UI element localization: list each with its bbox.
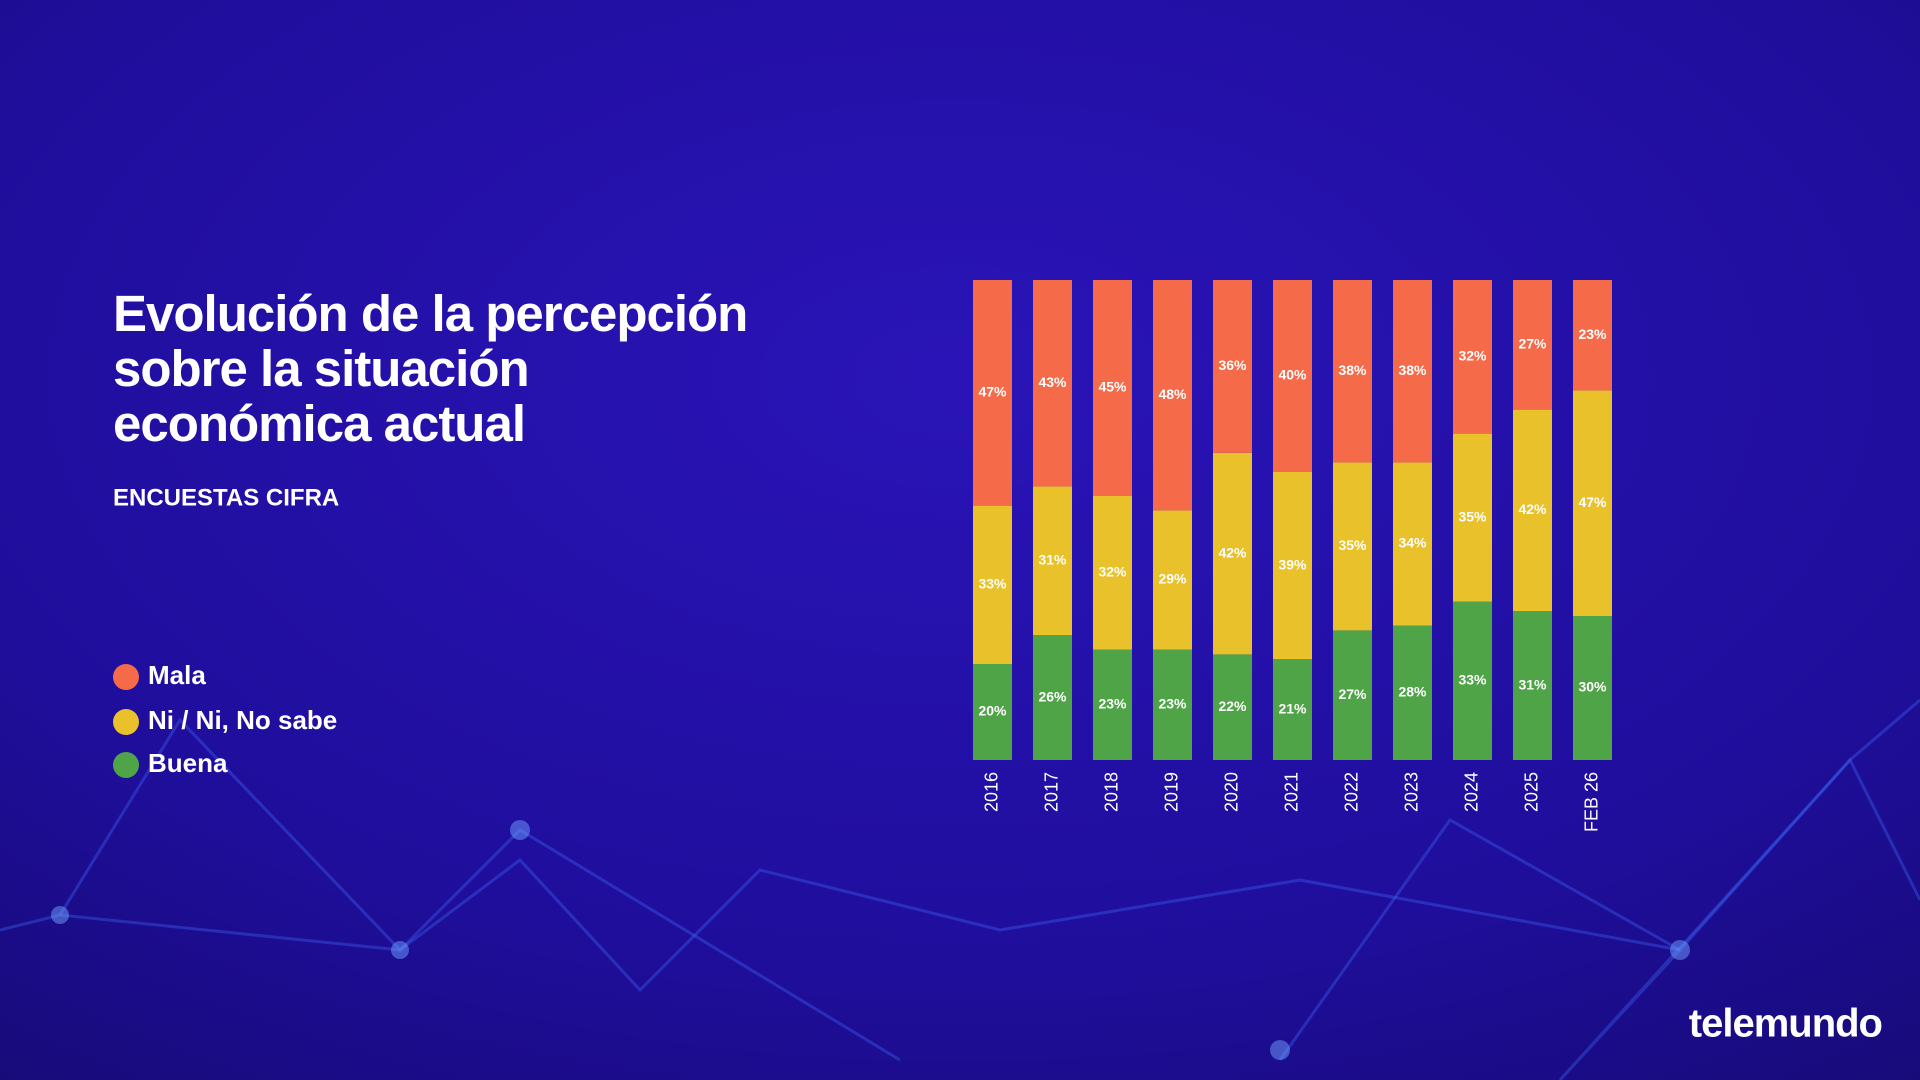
x-tick-label: 2025 [1521,772,1541,812]
legend-label: Ni / Ni, No sabe [148,705,337,735]
bar-segment [1093,649,1132,760]
value-label: 40% [1278,367,1307,383]
value-label: 31% [1038,552,1067,568]
network-nodes [51,820,1690,1060]
bar-segment [1093,496,1132,650]
legend-label: Buena [148,748,228,778]
x-tick-label: 2020 [1221,772,1241,812]
x-tick-label: 2016 [981,772,1001,812]
brand-logo: telemundo [1689,1002,1882,1046]
bar-segment [1273,659,1312,760]
value-label: 32% [1098,564,1127,580]
bar-segment [1513,409,1552,612]
value-label: 38% [1338,362,1367,378]
x-tick-label: 2021 [1281,772,1301,812]
x-tick-label: 2024 [1461,772,1481,812]
chart-subtitle: ENCUESTAS CIFRA [113,484,339,511]
bar-segment [1273,280,1312,472]
value-label: 42% [1518,501,1547,517]
value-label: 26% [1038,688,1067,704]
value-label: 31% [1518,676,1547,692]
bar-segment [1573,390,1612,616]
legend-swatch [113,709,139,735]
value-label: 22% [1218,698,1247,714]
value-label: 35% [1458,508,1487,524]
bar-segment [1333,280,1372,463]
value-label: 27% [1518,336,1547,352]
value-label: 28% [1398,684,1427,700]
legend-label: Mala [148,660,206,690]
legend-swatch [113,752,139,778]
x-tick-label: 2023 [1401,772,1421,812]
bar-segment [973,505,1012,664]
bar-segment [1393,625,1432,760]
bar-segment [1093,280,1132,496]
x-tick-label: FEB 26 [1581,772,1601,832]
bar-segment [1213,280,1252,453]
bar-segment [1153,280,1192,511]
value-label: 36% [1218,357,1247,373]
bar-segment [1153,510,1192,650]
x-tick-label: 2017 [1041,772,1061,812]
network-decoration [0,698,1920,1080]
value-label: 33% [1458,672,1487,688]
bar-segment [973,664,1012,760]
value-label: 45% [1098,379,1127,395]
bar-segment [1453,433,1492,602]
chart-title: Evolución de la percepción sobre la situa… [113,285,747,452]
bar-segment [1213,452,1252,655]
bar-segment [1333,462,1372,631]
value-label: 47% [978,384,1007,400]
value-label: 21% [1278,700,1307,716]
value-label: 35% [1338,537,1367,553]
value-label: 20% [978,703,1007,719]
bar-segment [1213,654,1252,760]
value-label: 34% [1398,535,1427,551]
value-label: 43% [1038,374,1067,390]
value-label: 48% [1158,386,1187,402]
bar-segment [1513,280,1552,410]
value-label: 38% [1398,362,1427,378]
x-tick-label: 2022 [1341,772,1361,812]
bar-segment [1513,611,1552,760]
bar-segment [1333,630,1372,760]
value-label: 33% [978,576,1007,592]
value-label: 39% [1278,556,1307,572]
legend-swatch [113,664,139,690]
bar-segment [1573,616,1612,760]
bar-segment [1573,280,1612,391]
bar-segment [1153,649,1192,760]
value-label: 42% [1218,544,1247,560]
value-label: 29% [1158,571,1187,587]
bar-segment [1033,635,1072,760]
bar-segment [1453,601,1492,760]
value-label: 23% [1578,326,1607,342]
bar-segment [1393,462,1432,626]
bar-segment [973,280,1012,506]
value-label: 30% [1578,679,1607,695]
value-label: 23% [1098,696,1127,712]
bar-segment [1273,472,1312,660]
x-tick-label: 2019 [1161,772,1181,812]
bar-segment [1453,280,1492,434]
bar-segment [1033,280,1072,487]
value-label: 27% [1338,686,1367,702]
value-label: 47% [1578,494,1607,510]
bar-segment [1393,280,1432,463]
bar-segment [1033,486,1072,636]
value-label: 32% [1458,348,1487,364]
x-tick-label: 2018 [1101,772,1121,812]
value-label: 23% [1158,696,1187,712]
